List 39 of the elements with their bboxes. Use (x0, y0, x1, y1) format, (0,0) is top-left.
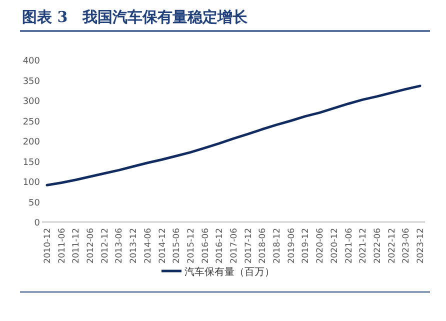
y-tick-label: 0 (34, 218, 40, 228)
x-tick-label: 2012-06 (86, 228, 96, 264)
y-tick-label: 350 (22, 76, 40, 87)
legend-label: 汽车保有量（百万） (184, 266, 274, 278)
y-tick-label: 300 (22, 97, 40, 107)
x-tick-label: 2014-06 (143, 228, 154, 264)
y-tick-label: 50 (28, 198, 40, 208)
x-tick-label: 2013-06 (114, 228, 125, 264)
x-tick-label: 2023-06 (402, 228, 412, 264)
x-tick-label: 2019-06 (286, 228, 297, 264)
x-tick-label: 2023-12 (416, 228, 426, 264)
x-tick-label: 2022-06 (372, 228, 383, 264)
x-tick-label: 2020-12 (330, 228, 340, 264)
x-tick-label: 2020-06 (316, 228, 326, 264)
legend: 汽车保有量（百万） (162, 267, 274, 278)
x-tick-label: 2012-12 (100, 228, 110, 264)
y-tick-label: 250 (22, 117, 40, 128)
x-tick-label: 2015-12 (186, 228, 196, 264)
y-tick-label: 400 (22, 56, 40, 66)
x-tick-label: 2016-12 (215, 228, 226, 264)
x-tick-label: 2013-12 (129, 228, 140, 264)
x-tick-label: 2022-12 (387, 228, 398, 264)
x-tick-label: 2016-06 (200, 228, 211, 264)
x-tick-label: 2021-12 (358, 228, 369, 264)
y-tick-label: 150 (22, 158, 40, 168)
x-tick-label: 2018-06 (258, 228, 268, 264)
x-tick-label: 2021-06 (344, 228, 354, 264)
x-tick-label: 2014-12 (158, 228, 168, 264)
chart-title: 图表 3 我国汽车保有量稳定增长 (22, 8, 249, 26)
x-tick-label: 2011-06 (57, 228, 68, 264)
y-tick-label: 200 (22, 138, 40, 148)
y-tick-label: 100 (22, 178, 40, 188)
x-tick-label: 2017-12 (244, 228, 254, 264)
x-tick-label: 2015-06 (172, 228, 182, 264)
x-tick-label: 2019-12 (301, 228, 312, 264)
x-tick-label: 2018-12 (272, 228, 283, 264)
x-tick-label: 2011-12 (72, 228, 82, 264)
x-tick-label: 2010-12 (43, 228, 53, 264)
x-tick-label: 2017-06 (230, 228, 240, 264)
